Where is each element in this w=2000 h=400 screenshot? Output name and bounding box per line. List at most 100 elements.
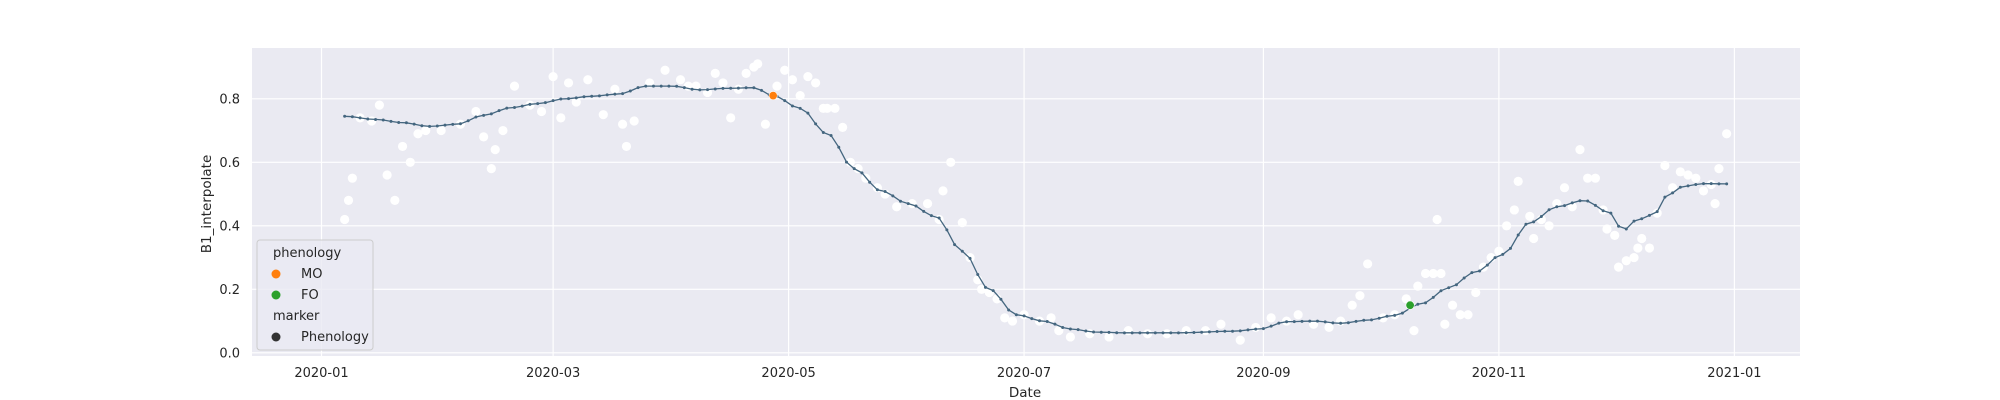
legend-marker-mo	[271, 269, 281, 279]
smoothed-point	[366, 117, 370, 121]
observation-point	[405, 157, 415, 167]
smoothed-point	[1084, 329, 1088, 333]
observation-point	[675, 75, 686, 85]
smoothed-point	[1246, 328, 1250, 332]
plot-background	[252, 48, 1800, 356]
observation-point	[660, 65, 670, 75]
observation-point	[811, 78, 821, 88]
y-tick-label: 0.2	[219, 283, 240, 298]
y-tick-labels: 0.0 0.2 0.4 0.6 0.8	[219, 92, 240, 361]
observation-point	[1324, 322, 1334, 333]
smoothed-point	[1362, 318, 1366, 322]
observation-point	[1509, 205, 1519, 215]
smoothed-point	[513, 105, 517, 109]
observation-point	[880, 189, 890, 199]
observation-point	[413, 129, 423, 139]
observation-point	[1567, 202, 1577, 212]
observation-point	[1583, 173, 1593, 183]
observation-point	[853, 164, 863, 174]
observation-point	[382, 170, 392, 180]
smoothed-point	[1493, 256, 1497, 260]
smoothed-point	[1292, 320, 1296, 324]
observation-point	[1355, 291, 1365, 301]
smoothed-point	[543, 101, 547, 105]
observation-point	[1007, 316, 1018, 326]
observation-point	[621, 141, 632, 152]
legend-marker-fo	[271, 290, 281, 300]
x-tick-label: 2020-07	[997, 366, 1051, 381]
smoothed-point	[1671, 191, 1675, 195]
observation-point	[1308, 319, 1319, 329]
smoothed-point	[1122, 331, 1126, 335]
smoothed-point	[644, 84, 648, 88]
observation-point	[710, 68, 720, 79]
smoothed-point	[1277, 321, 1281, 325]
smoothed-point	[806, 111, 810, 115]
observation-point	[1420, 268, 1431, 279]
observation-point	[1471, 287, 1481, 298]
smoothed-point	[837, 145, 841, 149]
smoothed-point	[1192, 331, 1196, 335]
smoothed-point	[1107, 330, 1111, 334]
smoothed-point	[953, 243, 957, 247]
observation-point	[760, 119, 771, 129]
smoothed-point	[1339, 321, 1343, 325]
smoothed-point	[1563, 204, 1567, 208]
smoothed-point	[1555, 205, 1559, 209]
smoothed-point	[451, 122, 455, 126]
smoothed-point	[1694, 182, 1698, 186]
smoothed-point	[1501, 252, 1505, 256]
smoothed-point	[976, 273, 980, 277]
smoothed-point	[906, 202, 910, 206]
observation-point	[471, 106, 481, 117]
smoothed-point	[482, 113, 486, 117]
observation-point	[1698, 186, 1709, 196]
smoothed-point	[1655, 210, 1659, 214]
smoothed-point	[1068, 327, 1072, 331]
observation-point	[1613, 262, 1624, 272]
legend-box	[256, 239, 374, 351]
smoothed-point	[597, 94, 601, 98]
observation-point	[1432, 214, 1442, 225]
x-tick-label: 2020-09	[1236, 366, 1290, 381]
smoothed-point	[1200, 330, 1204, 334]
smoothed-point	[420, 124, 424, 128]
smoothed-point	[1176, 331, 1180, 335]
smoothed-point	[559, 97, 563, 101]
smoothed-point	[1447, 286, 1451, 290]
smoothed-point	[567, 97, 571, 101]
observation-point	[1660, 160, 1670, 171]
smoothed-point	[1007, 308, 1011, 312]
smoothed-point	[1431, 295, 1435, 299]
observation-point	[1463, 310, 1473, 320]
smoothed-point	[937, 216, 941, 220]
smoothed-point	[860, 171, 864, 175]
phenology-point-mo	[768, 91, 778, 101]
observation-point	[1266, 313, 1276, 323]
observation-point	[486, 164, 496, 174]
smoothed-point	[1038, 319, 1042, 323]
smoothed-point	[590, 94, 594, 98]
x-axis-title: Date	[1009, 385, 1041, 400]
legend-style-title: marker	[273, 309, 320, 324]
observation-point	[1513, 176, 1523, 186]
smoothed-point	[1377, 316, 1381, 320]
smoothed-point	[1578, 199, 1582, 203]
smoothed-point	[659, 84, 663, 88]
observation-point	[645, 78, 655, 88]
smoothed-point	[675, 84, 679, 88]
smoothed-point	[1022, 314, 1026, 318]
smoothed-point	[891, 194, 895, 198]
smoothed-point	[968, 256, 972, 260]
smoothed-point	[1678, 185, 1682, 189]
observation-point	[1000, 313, 1010, 323]
smoothed-point	[1424, 301, 1428, 305]
smoothed-point	[1400, 311, 1404, 315]
observation-point	[1251, 322, 1261, 333]
y-axis-title: B1_interpolate	[199, 155, 215, 254]
smoothed-point	[428, 124, 432, 128]
smoothed-point	[729, 86, 733, 90]
smoothed-point	[1092, 330, 1096, 334]
y-tick-label: 0.4	[219, 219, 240, 234]
smoothed-point	[1701, 182, 1705, 186]
